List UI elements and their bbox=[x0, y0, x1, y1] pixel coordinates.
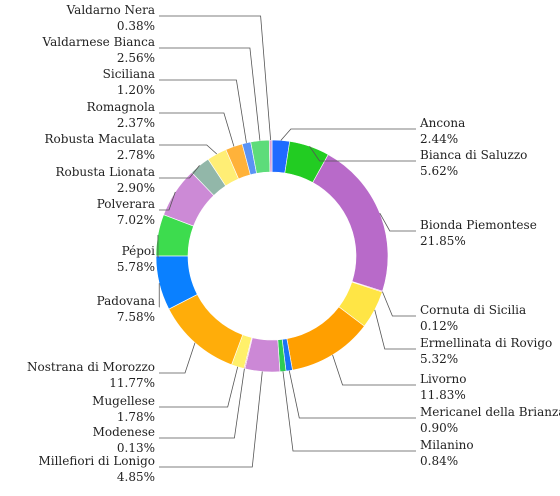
label-name-robusta-lionata: Robusta Lionata bbox=[55, 165, 155, 179]
label-value-bionda-piemontese: 21.85% bbox=[420, 234, 466, 248]
label-value-romagnola: 2.37% bbox=[117, 116, 155, 130]
label-name-ermellinata-di-rovigo: Ermellinata di Rovigo bbox=[420, 336, 552, 350]
labels-group: Ancona 2.44% Bianca di Saluzzo 5.62% Bionda … bbox=[27, 3, 560, 484]
leader-line-polverara bbox=[159, 191, 176, 211]
leader-lines-group bbox=[157, 15, 416, 468]
label-name-millefiori-di-lonigo: Millefiori di Lonigo bbox=[38, 454, 155, 468]
label-value-robusta-maculata: 2.78% bbox=[117, 148, 155, 162]
slice-bionda-piemontese bbox=[312, 154, 389, 292]
label-value-siciliana: 1.20% bbox=[117, 83, 155, 97]
label-name-mericanel-della-brianza: Mericanel della Brianza bbox=[420, 405, 560, 419]
label-name-valdarno-nera: Valdarno Nera bbox=[66, 3, 155, 17]
label-name-pepoi: Pépoi bbox=[122, 244, 156, 258]
leader-line-cornuta-di-sicilia bbox=[382, 291, 416, 317]
label-name-bionda-piemontese: Bionda Piemontese bbox=[420, 218, 537, 232]
leader-line-valdarnese-bianca bbox=[159, 47, 261, 141]
label-value-livorno: 11.83% bbox=[420, 388, 466, 402]
leader-line-ermellinata-di-rovigo bbox=[374, 309, 416, 350]
leader-line-valdarno-nera bbox=[159, 15, 272, 141]
leader-line-milanino bbox=[282, 371, 416, 452]
label-name-romagnola: Romagnola bbox=[87, 100, 155, 114]
leader-line-nostrana-di-morozzo bbox=[159, 342, 196, 374]
label-value-robusta-lionata: 2.90% bbox=[117, 181, 155, 195]
leader-line-mericanel-della-brianza bbox=[288, 370, 416, 419]
label-name-cornuta-di-sicilia: Cornuta di Sicilia bbox=[420, 303, 526, 317]
leader-line-robusta-lionata bbox=[159, 165, 200, 179]
label-name-livorno: Livorno bbox=[420, 372, 467, 386]
leader-line-robusta-maculata bbox=[159, 144, 218, 155]
label-name-nostrana-di-morozzo: Nostrana di Morozzo bbox=[27, 360, 155, 374]
label-value-millefiori-di-lonigo: 4.85% bbox=[117, 470, 155, 484]
label-name-bianca-di-saluzzo: Bianca di Saluzzo bbox=[420, 148, 527, 162]
label-value-valdarno-nera: 0.38% bbox=[117, 19, 155, 33]
label-name-milanino: Milanino bbox=[420, 438, 474, 452]
label-value-valdarnese-bianca: 2.56% bbox=[117, 51, 155, 65]
label-value-ermellinata-di-rovigo: 5.32% bbox=[420, 352, 458, 366]
label-name-valdarnese-bianca: Valdarnese Bianca bbox=[42, 35, 155, 49]
leader-line-livorno bbox=[332, 354, 416, 386]
label-name-robusta-maculata: Robusta Maculata bbox=[45, 132, 155, 146]
leader-line-pepoi bbox=[157, 234, 159, 258]
label-value-cornuta-di-sicilia: 0.12% bbox=[420, 319, 458, 333]
label-value-nostrana-di-morozzo: 11.77% bbox=[109, 376, 155, 390]
label-name-polverara: Polverara bbox=[97, 197, 155, 211]
label-value-ancona: 2.44% bbox=[420, 132, 458, 146]
slice-valdarno-nera bbox=[268, 139, 273, 173]
leader-line-bionda-piemontese bbox=[379, 212, 416, 232]
label-value-mericanel-della-brianza: 0.90% bbox=[420, 421, 458, 435]
leader-line-bianca-di-saluzzo bbox=[309, 146, 416, 162]
leader-line-millefiori-di-lonigo bbox=[159, 371, 263, 468]
label-name-mugellese: Mugellese bbox=[92, 394, 155, 408]
label-value-mugellese: 1.78% bbox=[117, 410, 155, 424]
leader-line-siciliana bbox=[159, 79, 247, 143]
label-value-pepoi: 5.78% bbox=[117, 260, 155, 274]
label-name-modenese: Modenese bbox=[93, 425, 155, 439]
label-value-polverara: 7.02% bbox=[117, 213, 155, 227]
label-value-padovana: 7.58% bbox=[117, 310, 155, 324]
leader-line-ancona bbox=[280, 128, 416, 141]
label-name-padovana: Padovana bbox=[97, 294, 155, 308]
leader-line-mugellese bbox=[159, 366, 239, 408]
label-value-bianca-di-saluzzo: 5.62% bbox=[420, 164, 458, 178]
label-value-milanino: 0.84% bbox=[420, 454, 458, 468]
leader-line-romagnola bbox=[159, 112, 235, 147]
label-name-siciliana: Siciliana bbox=[103, 67, 155, 81]
label-name-ancona: Ancona bbox=[419, 116, 465, 130]
leader-line-modenese bbox=[159, 368, 245, 439]
label-value-modenese: 0.13% bbox=[117, 441, 155, 455]
slice-nostrana-di-morozzo bbox=[168, 294, 244, 366]
slices-group bbox=[155, 139, 389, 373]
